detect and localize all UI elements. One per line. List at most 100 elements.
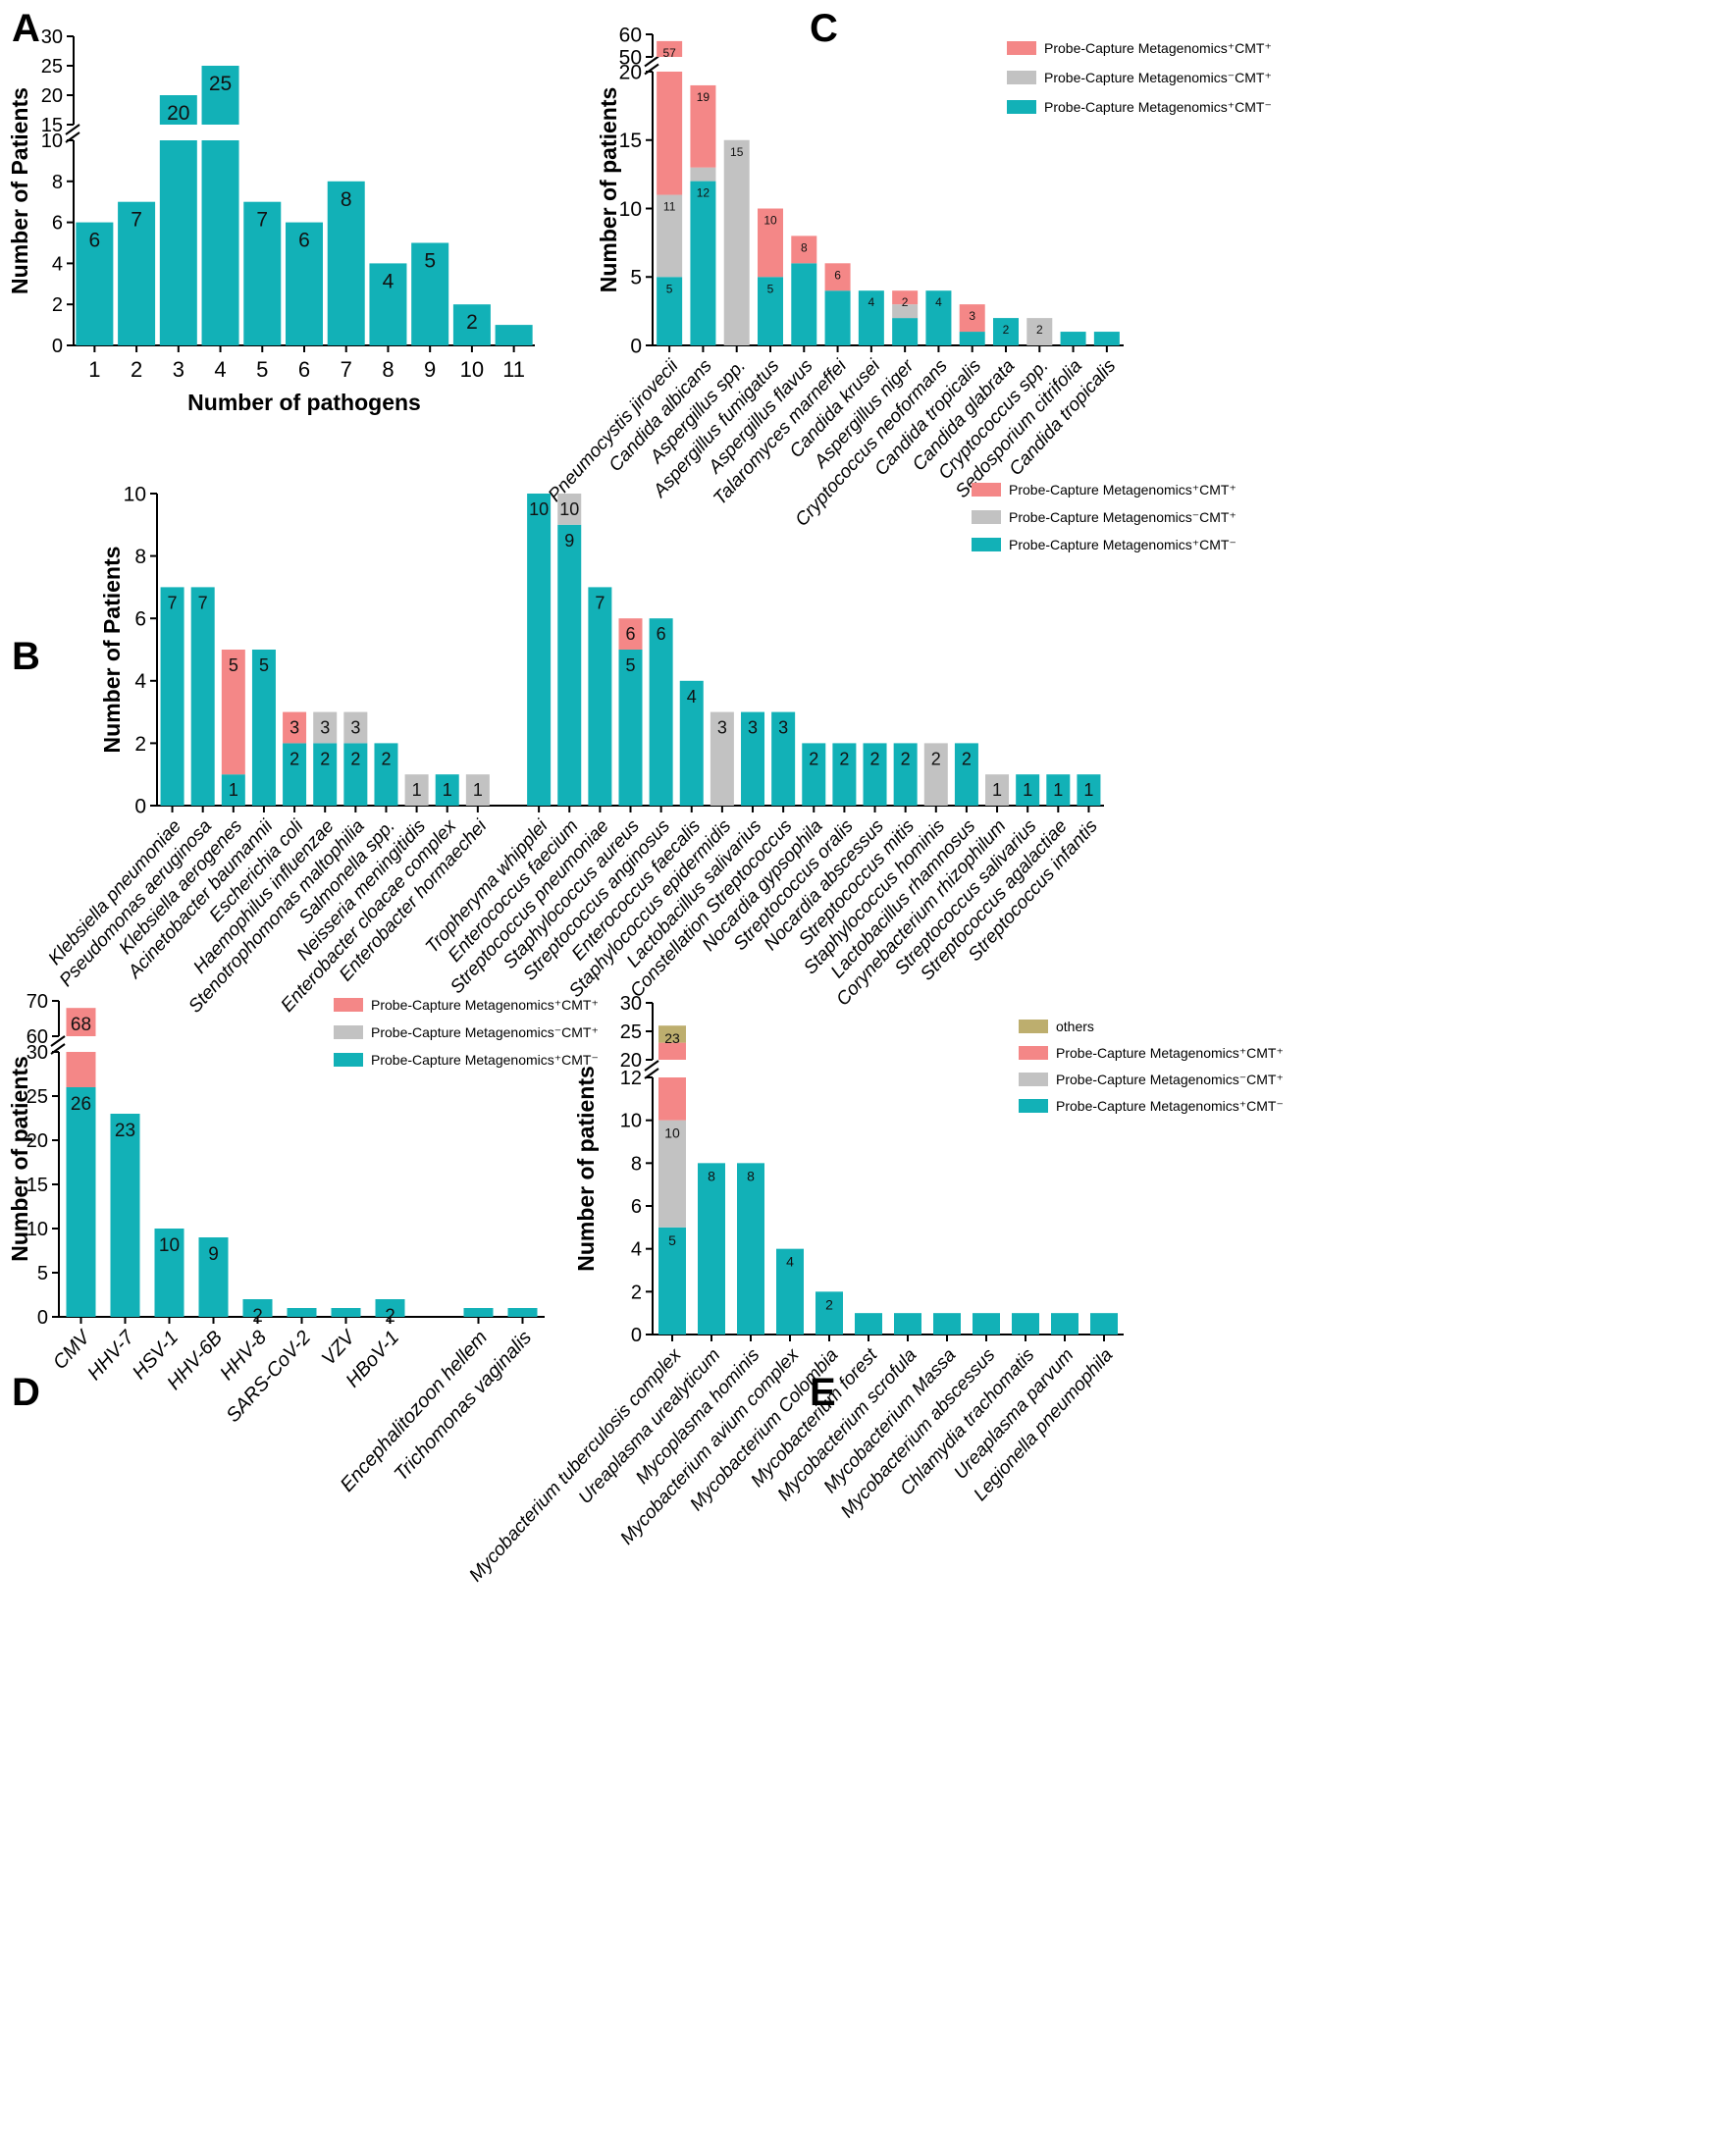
bar-b-streptococcus-salivarius-pos_neg (1016, 774, 1040, 806)
y-tick-label: 15 (619, 130, 642, 152)
data-label-d-hhv-8: 2 (252, 1306, 263, 1327)
bar-d-hbov-1-pos_neg (375, 1299, 405, 1317)
bar-d-cmv-pos_neg (66, 1087, 96, 1317)
y-tick-label: 4 (631, 1239, 642, 1261)
data-label-b-streptococcus-salivarius: 1 (1023, 780, 1032, 800)
data-label-b-tropheryma-whipplei: 10 (529, 499, 549, 519)
bar-e-mycoplasma-hominis-pos_neg (737, 1163, 764, 1335)
data-label-b-staphylococcus-hominis: 2 (931, 749, 941, 768)
y-tick-label: 10 (124, 483, 146, 505)
bar-b-staphylococcus-epidermidis-neg_pos (710, 711, 734, 806)
data-label-b-streptococcus-pneumoniae: 7 (595, 593, 605, 612)
bar-c-candida-glabrata-pos_neg (993, 318, 1019, 345)
axis-break-mark (65, 124, 80, 135)
bar-a-1-patients (76, 222, 114, 345)
data-label-b-klebsiella-aerogenes: 5 (229, 655, 238, 675)
y-tick-label: 6 (52, 213, 63, 235)
bar-b-haemophilus-influenzae-pos_neg (313, 743, 338, 806)
bar-d-hsv-1-pos_neg (154, 1229, 184, 1317)
bar-b-staphylococcus-hominis-neg_pos (923, 743, 948, 806)
panel-letter-d: D (12, 1371, 40, 1414)
panel-letter-b: B (12, 635, 40, 678)
x-tick-label-11: 11 (502, 357, 525, 382)
axis-break-mark (644, 63, 659, 76)
bar-b-corynebacterium-rhizophilum-neg_pos (985, 774, 1010, 806)
data-label-c-cryptococcus-neoformans: 4 (935, 295, 942, 309)
legend-swatch-neg_pos (1019, 1073, 1048, 1086)
y-tick-label: 5 (37, 1263, 48, 1284)
bar-a-8-patients (369, 263, 407, 345)
bar-b-streptococcus-pneumoniae-pos_neg (588, 587, 612, 806)
data-label-b-staphylococcus-epidermidis: 3 (717, 718, 727, 738)
data-label-d-hsv-1: 10 (159, 1235, 180, 1256)
legend-swatch-neg_pos (972, 510, 1001, 524)
bar-b-enterococcus-faecalis-pos_neg (679, 680, 704, 806)
data-label-b-acinetobacter-baumannii: 5 (259, 655, 269, 675)
bar-b-nocardia-abscessus-pos_neg (863, 743, 887, 806)
bar-e-mycobacterium-tuberculosis-complex-others-upper (658, 1025, 686, 1043)
bar-b-streptococcus-agalactiae-pos_neg (1046, 774, 1071, 806)
bar-a-5-patients (243, 201, 282, 345)
legend-swatch-neg_pos (334, 1025, 363, 1039)
bar-b-acinetobacter-baumannii-pos_neg (251, 650, 276, 806)
data-sublabel-b-haemophilus-influenzae: 2 (320, 749, 330, 768)
x-tick-label-4: 4 (214, 357, 226, 382)
x-tick-label-6: 6 (298, 357, 310, 382)
data-label-d-cmv: 68 (71, 1015, 91, 1035)
data-label-b-enterococcus-faecium: 10 (559, 499, 579, 519)
data-label-c-candida-krusei: 4 (868, 295, 875, 309)
y-tick-label: 10 (620, 1111, 642, 1132)
bar-c-aspergillus-niger-neg_pos (892, 304, 919, 319)
x-tick-label-2: 2 (131, 357, 142, 382)
bar-b-streptococcus-anginosus-pos_neg (649, 618, 673, 806)
data-label-c-candida-glabrata: 2 (1003, 323, 1010, 337)
bar-a-3-patients (159, 140, 197, 345)
bar-a-10-patients (452, 304, 491, 345)
data-label-a-5: 7 (256, 209, 268, 232)
data-label-b-lactobacillus-rhamnosus: 2 (962, 749, 972, 768)
bar-c-pneumocystis-jirovecii-pos_neg (657, 277, 683, 345)
bar-c-aspergillus-niger-pos_pos (892, 290, 919, 305)
legend-swatch-pos_pos (972, 483, 1001, 497)
y-tick-label: 25 (26, 1086, 48, 1108)
axis-break-mark (644, 55, 659, 68)
bar-b-lactobacillus-rhamnosus-pos_neg (954, 743, 978, 806)
data-label-b-neisseria-meningitidis: 1 (412, 780, 422, 800)
data-sublabel-c-candida-albicans: 12 (697, 186, 710, 200)
bar-c-candida-albicans-pos_pos (690, 84, 716, 168)
legend-label-pos_neg: Probe-Capture Metagenomics⁺CMT⁻ (1044, 99, 1272, 115)
y-tick-label: 60 (619, 24, 642, 46)
y-tick-label: 2 (631, 1282, 642, 1303)
bar-c-pneumocystis-jirovecii-pos_pos-upper (657, 40, 683, 57)
bar-c-aspergillus-spp-neg_pos (723, 139, 750, 345)
data-label-b-pseudomonas-aeruginosa: 7 (198, 593, 208, 612)
y-axis-title-c: Number of patients (596, 87, 621, 293)
bar-c-candida-albicans-neg_pos (690, 167, 716, 182)
bar-e-mycobacterium-scrofula-pos_neg (894, 1313, 921, 1335)
data-sublabel-e-mycobacterium-tuberculosis-complex: 5 (668, 1232, 676, 1248)
bar-b-klebsiella-aerogenes-pos_neg (221, 774, 245, 806)
y-tick-label: 50 (619, 46, 642, 69)
bar-b-enterobacter-cloacae-complex-pos_neg (435, 774, 459, 806)
bar-b-escherichia-coli-pos_pos (283, 711, 307, 744)
y-tick-label: 10 (26, 1219, 48, 1240)
axis-break-mark (50, 1035, 66, 1047)
data-sublabel-b-escherichia-coli: 2 (289, 749, 299, 768)
bar-b-stenotrophomonas-maltophilia-pos_neg (343, 743, 368, 806)
bar-e-ureaplasma-urealyticum-pos_neg (698, 1163, 725, 1335)
data-label-d-hhv-6b: 9 (208, 1244, 219, 1265)
bar-d-cmv-pos_pos-upper (66, 1008, 96, 1036)
bar-d-sars-cov-2-pos_neg (287, 1308, 317, 1317)
bar-b-nocardia-gypsophila-pos_neg (802, 743, 826, 806)
legend-label-pos_pos: Probe-Capture Metagenomics⁺CMT⁺ (371, 997, 599, 1013)
bar-d-vzv-pos_neg (331, 1308, 361, 1317)
legend-swatch-neg_pos (1007, 71, 1036, 84)
y-tick-label: 12 (620, 1068, 642, 1089)
legend-swatch-pos_neg (972, 538, 1001, 551)
data-label-b-klebsiella-pneumoniae: 7 (168, 593, 178, 612)
bar-c-aspergillus-niger-pos_neg (892, 318, 919, 345)
data-label-b-streptococcus-anginosus: 6 (657, 624, 666, 644)
data-label-b-nocardia-gypsophila: 2 (809, 749, 818, 768)
legend-label-pos_pos: Probe-Capture Metagenomics⁺CMT⁺ (1056, 1045, 1284, 1061)
